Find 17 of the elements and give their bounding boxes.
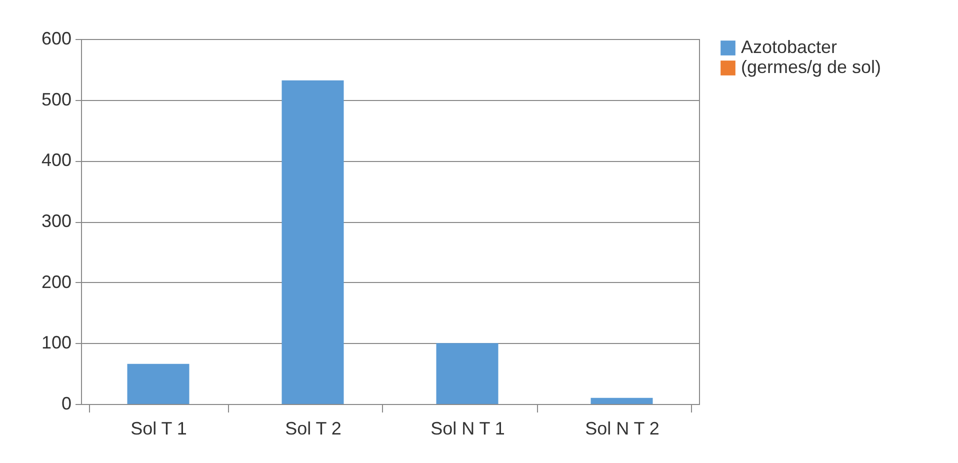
x-tick-label: Sol N T 1 xyxy=(430,418,505,438)
y-tick-label: 200 xyxy=(41,272,72,292)
x-tick-label: Sol N T 2 xyxy=(585,418,660,438)
legend-label: Azotobacter xyxy=(741,37,838,57)
bar xyxy=(590,398,653,404)
bar xyxy=(127,364,190,404)
legend-label: (germes/g de sol) xyxy=(741,57,882,77)
x-tick-label: Sol T 1 xyxy=(130,418,187,438)
y-tick-label: 0 xyxy=(61,394,72,414)
y-tick-label: 600 xyxy=(41,28,72,48)
y-tick-label: 100 xyxy=(41,332,72,353)
x-tick-label: Sol T 2 xyxy=(285,418,342,438)
y-tick-label: 300 xyxy=(41,211,72,231)
bar xyxy=(282,80,344,404)
y-tick-label: 400 xyxy=(41,150,72,170)
y-tick-label: 500 xyxy=(41,89,72,110)
bar xyxy=(436,343,498,404)
